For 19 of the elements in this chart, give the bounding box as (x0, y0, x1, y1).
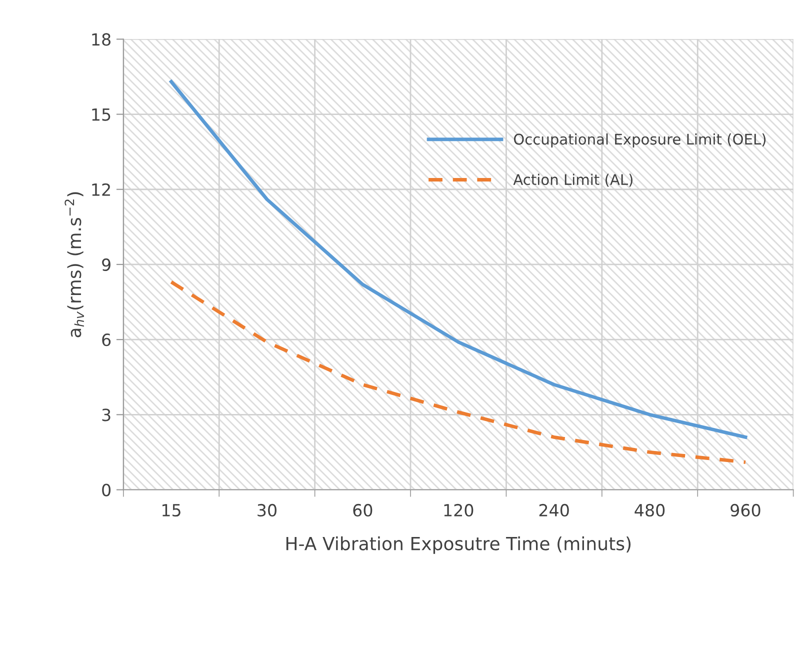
legend-label: Action Limit (AL) (513, 174, 632, 187)
y-axis-title: a$_{hv}$(rms) (m.s$^{−2}$) (64, 192, 84, 338)
x-tick-label: 240 (539, 504, 569, 517)
x-tick-label: 480 (634, 504, 665, 517)
x-tick-label: 30 (258, 504, 276, 517)
x-tick-label: 120 (444, 504, 474, 517)
x-tick-label: 15 (162, 504, 180, 517)
x-axis-title: H-A Vibration Exposutre Time (minuts) (286, 536, 631, 554)
y-tick-label: 9 (102, 258, 110, 272)
y-tick-label: 6 (102, 334, 111, 346)
x-tick-label: 60 (353, 504, 372, 517)
y-tick-label: 3 (102, 408, 110, 422)
y-tick-label: 0 (102, 484, 111, 496)
y-tick-label: 12 (92, 183, 110, 196)
y-tick-label: 15 (92, 108, 110, 121)
y-tick-label: 18 (92, 33, 110, 46)
legend-label: Occupational Exposure Limit (OEL) (514, 133, 766, 148)
line-series (170, 280, 748, 464)
x-tick-label: 960 (730, 504, 760, 517)
